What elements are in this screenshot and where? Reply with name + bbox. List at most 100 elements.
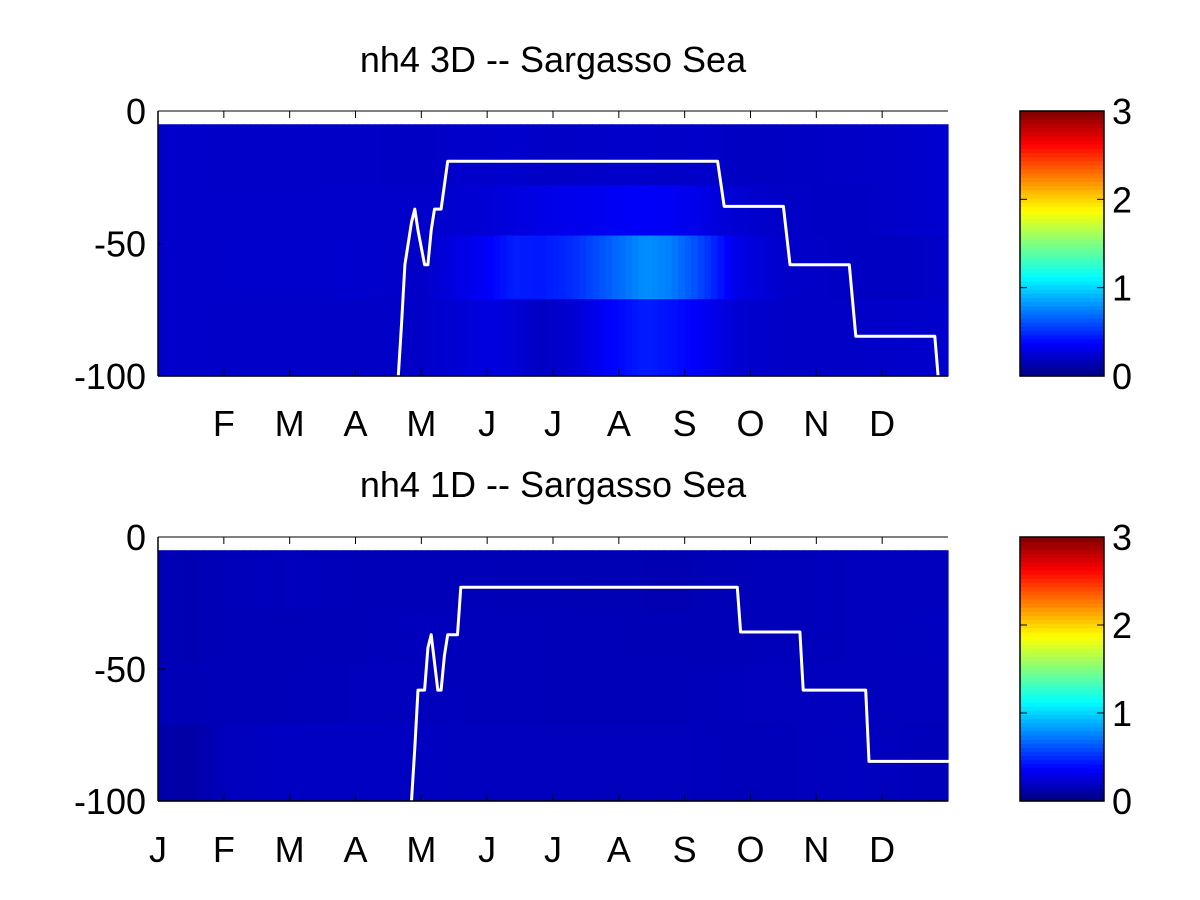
heatmap-cell [454, 724, 462, 802]
heatmap-cell [572, 124, 580, 186]
heatmap-cell [342, 661, 350, 726]
heatmap-cell [217, 550, 225, 612]
heatmap-cell [632, 299, 640, 377]
heatmap-cell [763, 235, 771, 300]
heatmap-cell [520, 724, 528, 802]
heatmap-cell [869, 235, 877, 300]
heatmap-cell [210, 185, 218, 237]
x-tick-label: A [343, 829, 367, 870]
colorbar-segment [1020, 156, 1104, 162]
heatmap-cell [730, 185, 738, 237]
heatmap-cell [441, 550, 449, 612]
heatmap-cell [704, 235, 712, 300]
heatmap-cell [618, 124, 627, 186]
heatmap-cell [263, 661, 271, 726]
heatmap-cell [480, 185, 488, 237]
heatmap-cell [447, 124, 455, 186]
heatmap-cell [401, 299, 409, 377]
heatmap-cell [296, 610, 304, 662]
heatmap-cell [250, 724, 258, 802]
heatmap-cell [184, 724, 192, 802]
heatmap-cell [395, 661, 403, 726]
heatmap-cell [460, 124, 469, 186]
heatmap-cell [724, 235, 732, 300]
heatmap-cell [414, 185, 422, 237]
heatmap-cell [941, 610, 949, 662]
colorbar-segment [1020, 594, 1104, 600]
heatmap-cell [230, 185, 238, 237]
colorbar-segment [1020, 751, 1104, 757]
y-tick-label: -50 [94, 224, 146, 265]
heatmap-cell [882, 124, 890, 186]
colorbar-segment [1020, 557, 1104, 563]
colorbar-segment [1020, 681, 1104, 687]
heatmap-cell [645, 185, 653, 237]
heatmap-cell [783, 299, 791, 377]
heatmap-cell [717, 661, 725, 726]
heatmap-cell [895, 299, 903, 377]
heatmap-cell [348, 724, 357, 802]
heatmap-cell [605, 550, 613, 612]
heatmap-cell [164, 661, 172, 726]
colorbar-frame [1019, 536, 1105, 802]
heatmap-cell [322, 610, 330, 662]
x-tick-label: M [406, 829, 436, 870]
heatmap-cell [638, 299, 646, 377]
heatmap-cell [289, 550, 297, 612]
heatmap-cell [875, 550, 883, 612]
heatmap-cell [645, 124, 653, 186]
colorbar-tick-label: 3 [1112, 517, 1132, 558]
heatmap-cell [697, 235, 706, 300]
heatmap-cell [269, 724, 278, 802]
colorbar-segment [1020, 185, 1104, 191]
heatmap-cell [638, 610, 646, 662]
heatmap-cell [513, 299, 521, 377]
heatmap-cell [329, 661, 337, 726]
heatmap-cell [322, 185, 330, 237]
colorbar-segment [1020, 322, 1104, 327]
heatmap-cell [921, 610, 929, 662]
heatmap-cell [421, 235, 429, 300]
heatmap-cell [158, 550, 166, 612]
heatmap-cell [934, 299, 943, 377]
heatmap-cell [882, 299, 890, 377]
heatmap-cell [414, 610, 422, 662]
heatmap-cell [467, 235, 475, 300]
heatmap-cell [335, 550, 343, 612]
colorbar-segment [1020, 272, 1104, 278]
heatmap-cell [632, 185, 640, 237]
heatmap-cell [276, 661, 284, 726]
heatmap-cell [599, 185, 607, 237]
heatmap-cell [882, 550, 890, 612]
heatmap-cell [362, 610, 370, 662]
heatmap-cell [454, 124, 462, 186]
heatmap-cell [454, 299, 462, 377]
heatmap-cell [197, 235, 205, 300]
heatmap-cell [302, 610, 311, 662]
heatmap-cell [296, 550, 304, 612]
heatmap-cell [605, 610, 613, 662]
heatmap-cell [684, 661, 692, 726]
heatmap-cell [276, 124, 284, 186]
heatmap-cell [737, 610, 745, 662]
heatmap [158, 124, 949, 377]
heatmap-cell [158, 610, 166, 662]
colorbar-segment [1020, 139, 1104, 145]
heatmap-cell [770, 661, 778, 726]
heatmap-cell [585, 235, 594, 300]
heatmap-cell [921, 124, 929, 186]
heatmap-cell [724, 724, 732, 802]
heatmap-cell [171, 610, 179, 662]
heatmap-cell [849, 299, 857, 377]
heatmap-cell [375, 235, 383, 300]
heatmap-cell [204, 299, 212, 377]
heatmap-cell [592, 185, 600, 237]
heatmap-cell [256, 724, 264, 802]
heatmap-cell [480, 299, 488, 377]
heatmap-cell [757, 724, 765, 802]
heatmap-cell [204, 235, 212, 300]
heatmap-cell [283, 550, 291, 612]
heatmap-cell [467, 185, 475, 237]
heatmap-cell [671, 610, 679, 662]
heatmap-cell [487, 124, 495, 186]
